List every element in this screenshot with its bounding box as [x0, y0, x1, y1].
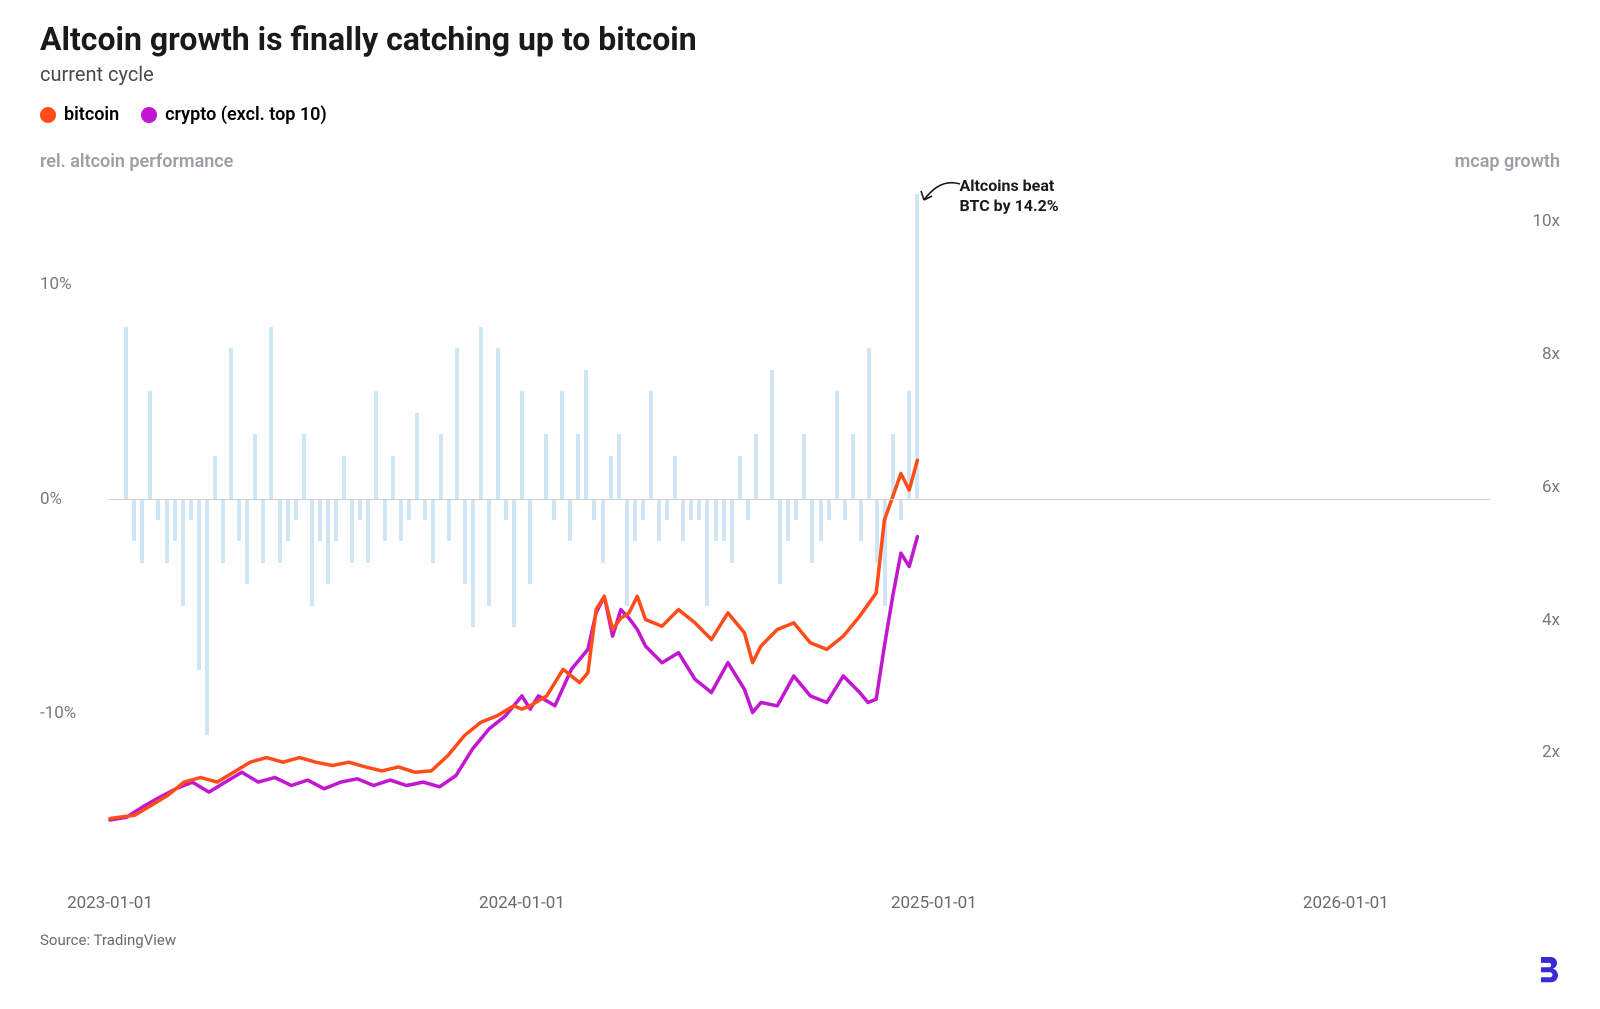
- y-tick-right: 6x: [1542, 477, 1560, 497]
- annotation-line1: Altcoins beat: [960, 176, 1055, 195]
- y-tick-right: 2x: [1542, 742, 1560, 762]
- legend-label-bitcoin: bitcoin: [64, 104, 119, 125]
- swatch-crypto: [141, 107, 157, 123]
- y-tick-right: 10x: [1532, 211, 1560, 231]
- plot-region: Altcoins beat BTC by 14.2%: [110, 155, 1490, 885]
- line-bitcoin: [110, 460, 917, 818]
- chart-title: Altcoin growth is finally catching up to…: [40, 20, 1560, 58]
- line-crypto: [110, 537, 917, 820]
- x-tick: 2026-01-01: [1303, 893, 1389, 913]
- x-tick: 2023-01-01: [67, 893, 153, 913]
- source-attribution: Source: TradingView: [40, 931, 1560, 949]
- annotation-arrow-icon: [916, 174, 966, 214]
- legend-item-crypto: crypto (excl. top 10): [141, 104, 327, 125]
- y-tick-right: 4x: [1542, 610, 1560, 630]
- zero-gridline: [110, 499, 1490, 500]
- chart-container: Altcoin growth is finally catching up to…: [0, 0, 1600, 1009]
- brand-logo-icon: [1538, 955, 1560, 989]
- line-series-svg: [110, 155, 1490, 885]
- chart-subtitle: current cycle: [40, 62, 1560, 86]
- x-tick: 2025-01-01: [891, 893, 977, 913]
- y-tick-left: 10%: [40, 274, 72, 294]
- y-tick-left: 0%: [40, 489, 62, 509]
- x-tick: 2024-01-01: [479, 893, 565, 913]
- annotation-label: Altcoins beat BTC by 14.2%: [960, 176, 1059, 216]
- swatch-bitcoin: [40, 107, 56, 123]
- annotation-line2: BTC by 14.2%: [960, 196, 1059, 215]
- y-tick-right: 8x: [1542, 344, 1560, 364]
- legend: bitcoin crypto (excl. top 10): [40, 104, 1560, 125]
- legend-label-crypto: crypto (excl. top 10): [165, 104, 327, 125]
- y-tick-left: -10%: [40, 703, 76, 723]
- legend-item-bitcoin: bitcoin: [40, 104, 119, 125]
- chart-plot-area: Altcoins beat BTC by 14.2% 10% 0% -10% 10x 8…: [40, 155, 1560, 885]
